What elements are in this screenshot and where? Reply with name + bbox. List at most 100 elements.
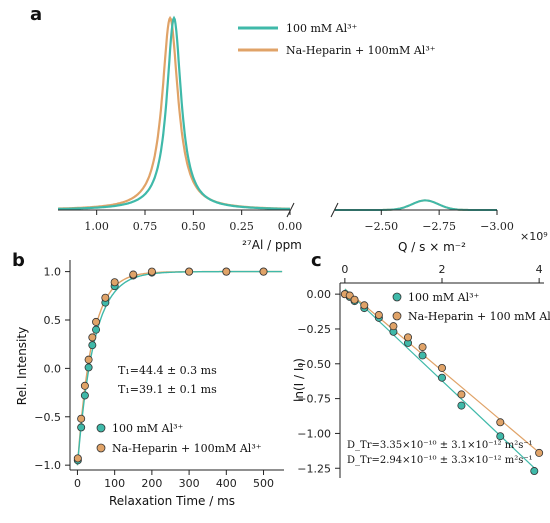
x-tick-label-b: 100 [104, 477, 125, 490]
x-ticks-right: −2.50 −2.75 −3.00 [364, 210, 514, 233]
x-axis-title-a: ²⁷Al / ppm [242, 238, 302, 252]
data-point-b-hep [73, 454, 82, 463]
x-tick-label-b: 0 [74, 477, 81, 490]
x-tick-label-b: 400 [216, 477, 237, 490]
annotation-diffusion-al: D_Tr=3.35×10⁻¹⁰ ± 3.1×10⁻¹² m²s⁻¹ [347, 440, 533, 451]
legend-c: 100 mM Al³⁺ Na-Heparin + 100 mM Al³⁺ [392, 291, 550, 323]
y-tick-label-b: 0.0 [44, 362, 62, 375]
data-point-c-hep [418, 343, 427, 352]
panel-c-letter: c [311, 250, 322, 271]
x-tick-label-a: −2.50 [364, 220, 398, 233]
x-tick-label-a: 1.00 [84, 220, 109, 233]
x-tick-label-a: 0.00 [278, 220, 303, 233]
series-line-hep [58, 15, 291, 210]
y-axis-title-c: ln(I / I₀) [292, 358, 306, 402]
minor-peak-al [335, 199, 497, 211]
x-ticks-left: 1.00 0.75 0.50 0.25 0.00 [84, 210, 302, 233]
data-point-c-al [418, 351, 427, 360]
panel-a-letter: a [30, 4, 42, 25]
data-point-b-hep [147, 267, 156, 276]
x-tick-label-a: 0.75 [133, 220, 158, 233]
data-point-b-hep [84, 355, 93, 364]
data-point-b-hep [185, 267, 194, 276]
x-axis-exponent-c: ×10⁹ [520, 230, 548, 243]
x-axis-title-c: Q / s × m⁻² [398, 240, 466, 254]
legend-marker-al [96, 423, 106, 433]
data-point-c-hep [350, 295, 359, 304]
x-tick-label-b: 300 [179, 477, 200, 490]
data-point-b-hep [92, 317, 101, 326]
x-axis-title-b: Relaxation Time / ms [109, 494, 235, 508]
data-point-c-hep [360, 301, 369, 310]
data-point-b-al [84, 363, 93, 372]
x-tick-label-b: 500 [253, 477, 274, 490]
data-point-c-al [457, 401, 466, 410]
x-tick-label-c: 4 [536, 263, 543, 276]
legend-a: 100 mM Al³⁺ Na-Heparin + 100mM Al³⁺ [238, 22, 436, 57]
panel-c-diffusion: 0 2 4 0.00 −0.25 −0.50 −0.75 −1.00 −1.25 Q / s ×… [292, 230, 550, 478]
data-point-b-al [92, 325, 101, 334]
fit-curve-al [76, 270, 283, 466]
data-points-c [340, 290, 544, 476]
data-point-c-hep [403, 333, 412, 342]
y-tick-label-b: 1.0 [44, 266, 62, 279]
panel-b-letter: b [12, 250, 25, 271]
data-point-c-al [437, 373, 446, 382]
data-points-b [73, 267, 268, 465]
x-tick-label-c: 0 [341, 263, 348, 276]
y-tick-label-c: −1.25 [297, 462, 331, 475]
annotation-t1-al: T₁=44.4 ± 0.3 ms [118, 364, 217, 377]
y-axis-title-b: Rel. Intensity [15, 327, 29, 405]
data-point-b-hep [129, 270, 138, 279]
y-tick-label-b: 0.5 [44, 314, 62, 327]
data-point-b-hep [101, 293, 110, 302]
legend-marker-hep-c [392, 311, 402, 321]
legend-label-hep-c: Na-Heparin + 100 mM Al³⁺ [408, 310, 550, 323]
legend-label-al: 100 mM Al³⁺ [286, 22, 358, 35]
data-point-c-hep [457, 390, 466, 399]
y-tick-label-c: 0.00 [307, 288, 332, 301]
legend-b: 100 mM Al³⁺ Na-Heparin + 100mM Al³⁺ [96, 422, 262, 455]
data-point-c-hep [389, 322, 398, 331]
x-tick-label-a: −2.75 [422, 220, 456, 233]
y-tick-label-c: −1.00 [297, 427, 331, 440]
data-point-c-hep [535, 448, 544, 457]
y-tick-label-c: −0.75 [297, 393, 331, 406]
legend-label-al-c: 100 mM Al³⁺ [408, 291, 480, 304]
annotation-diffusion-hep: D_Tr=2.94×10⁻¹⁰ ± 3.3×10⁻¹² m²s⁻¹ [347, 455, 533, 466]
data-point-b-hep [110, 278, 119, 287]
panel-a-spectrum: 1.00 0.75 0.50 0.25 0.00 −2.50 −2.75 −3.00 ²⁷A… [58, 15, 514, 252]
data-point-b-hep [80, 381, 89, 390]
panel-b-relaxation: 0 100 200 300 400 500 −1.0 −0.5 0.0 0.5 1.0 Rel. I… [15, 260, 284, 508]
x-tick-label-c: 2 [439, 263, 446, 276]
legend-label-hep-b: Na-Heparin + 100mM Al³⁺ [112, 442, 262, 455]
data-point-c-hep [374, 311, 383, 320]
series-line-al [58, 15, 290, 210]
x-tick-label-b: 200 [141, 477, 162, 490]
x-tick-label-a: 0.50 [181, 220, 206, 233]
ticks-b: 0 100 200 300 400 500 −1.0 −0.5 0.0 0.5 1.0 [34, 266, 274, 490]
data-point-b-al [77, 423, 86, 432]
y-tick-label-b: −1.0 [34, 459, 61, 472]
legend-marker-hep [96, 443, 106, 453]
data-point-b-hep [222, 267, 231, 276]
x-tick-label-a: −3.00 [480, 220, 514, 233]
data-point-b-hep [88, 333, 97, 342]
y-tick-label-b: −0.5 [34, 411, 61, 424]
data-point-b-al [80, 391, 89, 400]
legend-marker-al-c [392, 292, 402, 302]
data-point-b-hep [259, 267, 268, 276]
data-point-b-al [88, 341, 97, 350]
data-point-c-al [496, 432, 505, 441]
legend-label-hep: Na-Heparin + 100mM Al³⁺ [286, 44, 436, 57]
axis-break-mark-right [330, 202, 339, 218]
ticks-c: 0 2 4 0.00 −0.25 −0.50 −0.75 −1.00 −1.25 [297, 263, 542, 475]
data-point-c-al [530, 467, 539, 476]
y-tick-label-c: −0.25 [297, 323, 331, 336]
data-point-c-hep [437, 363, 446, 372]
data-point-b-hep [77, 414, 86, 423]
legend-label-al-b: 100 mM Al³⁺ [112, 422, 184, 435]
annotation-t1-hep: T₁=39.1 ± 0.1 ms [118, 383, 217, 396]
y-tick-label-c: −0.50 [297, 358, 331, 371]
